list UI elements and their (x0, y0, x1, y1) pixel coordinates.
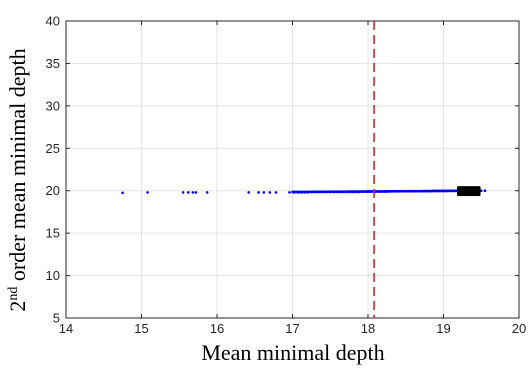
data-point (247, 191, 251, 194)
x-tick-label: 15 (134, 321, 148, 336)
data-point (194, 191, 198, 194)
data-point (483, 189, 487, 193)
data-point (191, 191, 195, 194)
y-tick-label: 10 (46, 268, 60, 283)
x-tick-label: 16 (210, 321, 224, 336)
y-tick-label: 20 (46, 183, 60, 198)
axes-box (65, 20, 520, 319)
y-axis-label-pre: 2 (5, 301, 30, 312)
data-point (268, 191, 272, 194)
y-tick-label: 40 (46, 14, 60, 29)
y-tick-label: 35 (46, 56, 60, 71)
data-point (262, 191, 266, 194)
y-tick-label: 5 (53, 311, 60, 326)
y-axis-label: 2nd order mean minimal depth (5, 48, 30, 311)
data-point (146, 191, 149, 194)
y-tick-labels: 5 10 15 20 25 30 35 40 (46, 14, 60, 326)
y-tick-label: 25 (46, 141, 60, 156)
grid-lines (65, 20, 520, 319)
black-cluster-points (457, 186, 481, 197)
data-point (187, 191, 190, 194)
data-point (205, 191, 209, 194)
y-tick-label: 30 (46, 98, 60, 113)
x-tick-label: 18 (361, 321, 375, 336)
x-tick-label: 19 (436, 321, 450, 336)
y-axis-label-rest: order mean minimal depth (5, 48, 30, 286)
x-axis-label: Mean minimal depth (201, 340, 384, 365)
data-point (479, 189, 483, 193)
data-point (121, 191, 124, 195)
y-tick-label: 15 (46, 226, 60, 241)
data-point (181, 191, 185, 194)
x-tick-label: 14 (59, 321, 73, 336)
data-point (274, 191, 278, 194)
x-tick-labels: 14 15 16 17 18 19 20 (59, 321, 526, 336)
data-point (477, 186, 481, 190)
y-axis-label-sup: nd (6, 287, 21, 301)
data-point (257, 191, 260, 194)
axes (65, 20, 520, 319)
data-point (288, 191, 291, 194)
x-tick-label: 17 (285, 321, 299, 336)
x-tick-label: 20 (512, 321, 526, 336)
blue-points (121, 189, 487, 195)
